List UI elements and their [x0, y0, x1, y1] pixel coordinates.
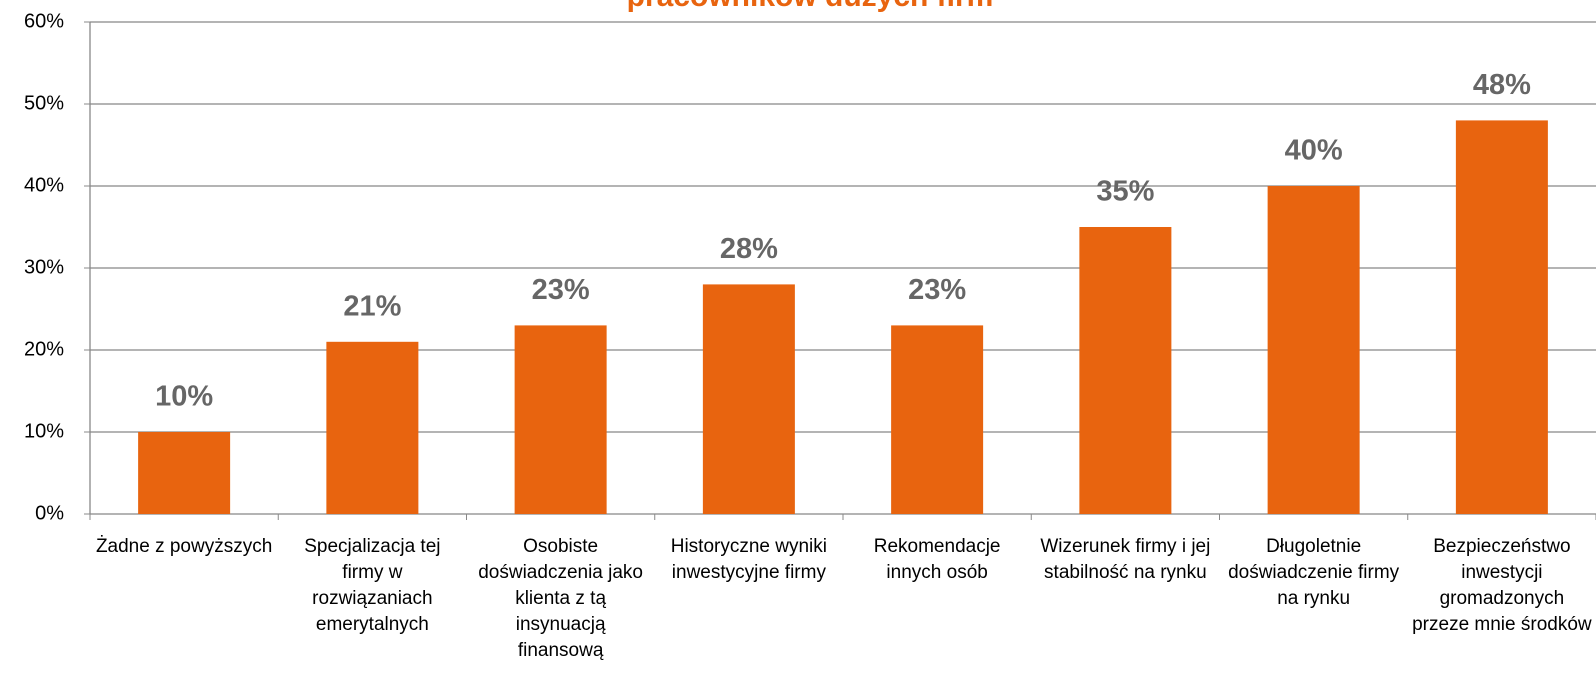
x-tick-label: Rekomendacje innych osób	[873, 536, 1001, 583]
data-label: 40%	[1285, 135, 1343, 167]
data-label: 23%	[532, 274, 590, 306]
y-tick-label: 40%	[24, 174, 64, 196]
data-label: 10%	[155, 381, 213, 413]
x-tick-label: Osobiste doświadczenia jako klienta z tą…	[478, 536, 643, 661]
y-tick-label: 20%	[24, 338, 64, 360]
data-label: 23%	[908, 274, 966, 306]
bar	[326, 341, 419, 514]
bar	[1079, 227, 1172, 514]
x-tick-label: Bezpieczeństwo inwestycji gromadzonych p…	[1412, 536, 1592, 635]
y-tick-label: 50%	[24, 92, 64, 114]
y-tick-label: 10%	[24, 420, 64, 442]
x-tick-label: Wizerunek firmy i jej stabilność na rynk…	[1040, 536, 1211, 583]
bar	[702, 284, 795, 514]
data-label: 21%	[343, 290, 401, 322]
bar	[1267, 186, 1360, 514]
y-tick-label: 60%	[24, 10, 64, 32]
bar	[514, 325, 607, 514]
bar	[891, 325, 984, 514]
x-tick-label: Specjalizacja tej firmy w rozwiązaniach …	[304, 536, 441, 635]
x-tick-label: Długoletnie doświadczenie firmy na rynku	[1228, 536, 1400, 609]
y-tick-label: 30%	[24, 256, 64, 278]
x-tick-label: Historyczne wyniki inwestycyjne firmy	[670, 536, 827, 583]
data-label: 48%	[1473, 69, 1531, 101]
x-tick-label: Żadne z powyższych	[95, 536, 273, 557]
y-tick-label: 0%	[35, 502, 64, 524]
bar	[1455, 120, 1548, 515]
chart-title: pracowników dużych firm	[627, 0, 994, 13]
data-label: 35%	[1096, 176, 1154, 208]
bar	[138, 432, 231, 514]
data-label: 28%	[720, 233, 778, 265]
